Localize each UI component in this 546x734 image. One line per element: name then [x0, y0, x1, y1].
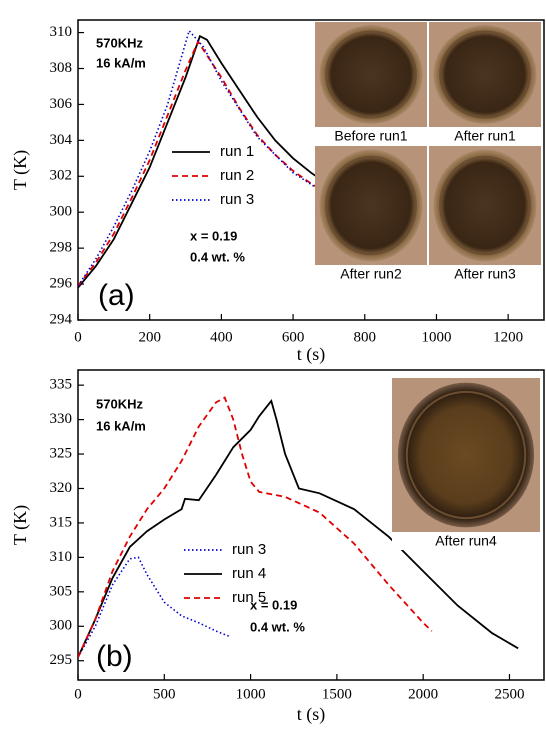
y-tick-label: 325: [50, 445, 73, 461]
series-line: [78, 29, 419, 287]
annotation: x = 0.19: [250, 597, 297, 612]
inset-photo-jar: [319, 149, 423, 262]
x-tick-label: 1200: [493, 329, 523, 345]
x-tick-label: 500: [153, 686, 176, 702]
y-tick-label: 304: [50, 132, 73, 148]
legend-label: run 3: [232, 541, 266, 558]
inset-caption: After run3: [454, 266, 516, 282]
inset-caption: After run1: [454, 128, 516, 144]
y-tick-label: 330: [50, 411, 73, 427]
y-axis-title: T (K): [10, 505, 31, 545]
inset-photo-jar: [433, 25, 537, 124]
inset-photo-rim: [325, 155, 417, 256]
y-tick-label: 308: [50, 60, 73, 76]
x-tick-label: 400: [210, 329, 233, 345]
inset-photo-rim: [405, 390, 527, 520]
inset-photo-rim: [325, 30, 417, 119]
legend-label: run 4: [232, 565, 266, 582]
y-tick-label: 300: [50, 204, 73, 220]
y-tick-label: 310: [50, 24, 73, 40]
annotation: 0.4 wt. %: [250, 619, 305, 634]
x-axis-title: t (s): [297, 344, 326, 365]
y-tick-label: 302: [50, 168, 73, 184]
legend-label: run 1: [220, 143, 254, 160]
inset-caption-bg: [392, 532, 540, 550]
legend-label: run 2: [220, 167, 254, 184]
annotation: x = 0.19: [190, 228, 237, 243]
inset-caption: After run4: [435, 533, 497, 549]
y-tick-label: 310: [50, 549, 73, 565]
annotation: 0.4 wt. %: [190, 249, 245, 264]
x-tick-label: 2500: [494, 686, 524, 702]
inset-photo-jar: [433, 149, 537, 262]
y-tick-label: 296: [50, 276, 73, 292]
plot-frame: [77, 19, 545, 321]
inset-caption-bg: [429, 127, 541, 145]
x-tick-label: 200: [138, 329, 161, 345]
x-tick-label: 0: [74, 329, 82, 345]
inset-caption: After run2: [340, 266, 402, 282]
inset-caption-bg: [315, 127, 427, 145]
x-tick-label: 2000: [408, 686, 438, 702]
y-tick-label: 305: [50, 583, 73, 599]
inset-photo-rim: [439, 155, 531, 256]
legend-label: run 5: [232, 589, 266, 606]
y-tick-label: 306: [50, 96, 73, 112]
y-tick-label: 320: [50, 480, 73, 496]
y-tick-label: 294: [50, 311, 73, 327]
y-axis-title: T (K): [10, 150, 31, 190]
y-tick-label: 300: [50, 618, 73, 634]
inset-photo-jar: [397, 382, 535, 528]
annotation: 16 kA/m: [96, 418, 146, 433]
inset-photo-rim: [439, 30, 531, 119]
x-tick-label: 600: [282, 329, 305, 345]
x-tick-label: 0: [74, 686, 82, 702]
x-tick-label: 1000: [236, 686, 266, 702]
annotation: 570KHz: [96, 396, 143, 411]
legend-label: run 3: [220, 191, 254, 208]
y-tick-label: 315: [50, 514, 73, 530]
panel-label: (a): [98, 279, 135, 312]
x-axis-title: t (s): [297, 704, 326, 725]
x-tick-label: 800: [354, 329, 377, 345]
annotation: 570KHz: [96, 35, 143, 50]
panel-label: (b): [96, 640, 133, 673]
y-tick-label: 295: [50, 652, 73, 668]
series-line: [78, 396, 433, 658]
y-tick-label: 298: [50, 240, 73, 256]
y-tick-label: 335: [50, 377, 73, 393]
inset-caption-bg: [315, 265, 427, 283]
annotation: 16 kA/m: [96, 55, 146, 70]
series-line: [78, 556, 231, 658]
inset-photo-jar: [319, 25, 423, 124]
x-tick-label: 1500: [322, 686, 352, 702]
x-tick-label: 1000: [421, 329, 451, 345]
inset-caption-bg: [429, 265, 541, 283]
plot-frame: [77, 369, 545, 681]
inset-caption: Before run1: [334, 128, 407, 144]
